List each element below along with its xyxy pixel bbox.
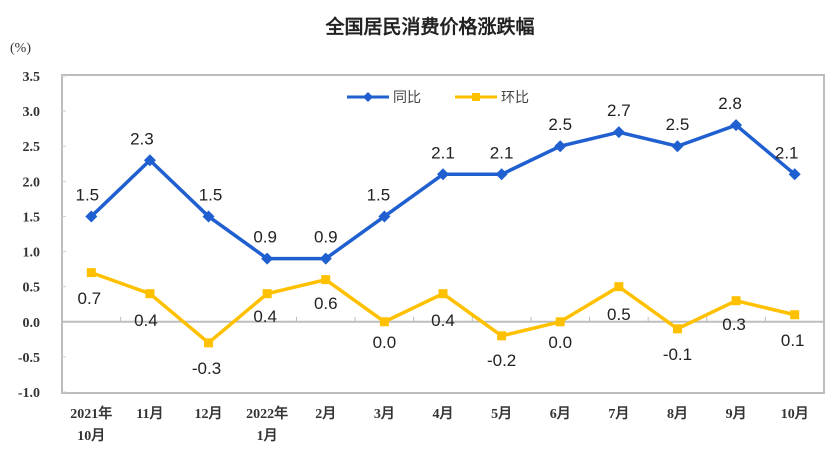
diamond-marker-icon [202, 210, 215, 223]
legend-yoy-diamond-icon [363, 92, 373, 102]
x-tick-label: 8月 [667, 406, 688, 422]
square-marker-icon [672, 324, 682, 334]
y-tick-label: 1.5 [23, 210, 41, 225]
diamond-marker-icon [554, 140, 567, 153]
square-marker-icon [438, 289, 448, 299]
diamond-marker-icon [612, 126, 625, 139]
y-tick-label: 2.5 [23, 140, 41, 155]
x-tick-label: 9月 [726, 406, 747, 422]
yoy-data-label: 1.5 [199, 185, 223, 204]
x-tick-label: 4月 [433, 406, 454, 422]
mom-data-label: -0.3 [192, 359, 221, 378]
mom-data-label: 0.7 [77, 289, 101, 308]
square-marker-icon [204, 338, 214, 348]
mom-data-label: 0.0 [373, 333, 397, 352]
x-tick-label: 10月 [77, 428, 105, 444]
legend-item-mom: 环比 [455, 90, 529, 106]
yoy-data-label: 0.9 [314, 228, 338, 247]
square-marker-icon [86, 268, 96, 278]
plot-area-frame [61, 74, 825, 394]
legend-mom-label: 环比 [501, 90, 529, 106]
diamond-marker-icon [261, 252, 274, 265]
chart-title: 全国居民消费价格涨跌幅 [324, 15, 534, 38]
x-tick-label: 5月 [491, 406, 512, 422]
legend-mom-square-icon [472, 93, 480, 101]
square-marker-icon [321, 275, 331, 285]
series-mom [86, 268, 800, 348]
legend-item-yoy: 同比 [347, 90, 421, 106]
mom-data-label: 0.3 [722, 315, 746, 334]
legend-yoy-label: 同比 [393, 90, 421, 106]
x-tick-label: 12月 [195, 406, 223, 422]
x-tick-label: 6月 [550, 406, 571, 422]
yoy-data-label: 2.5 [666, 115, 690, 134]
square-marker-icon [379, 317, 389, 327]
square-marker-icon [731, 296, 741, 306]
diamond-marker-icon [671, 140, 684, 153]
diamond-marker-icon [437, 168, 449, 181]
mom-data-label: -0.1 [663, 345, 692, 364]
y-tick-label: -0.5 [18, 351, 40, 366]
square-marker-icon [555, 317, 565, 327]
legend: 同比 环比 [347, 90, 529, 106]
y-tick-label: 1.0 [23, 246, 41, 261]
x-axis: 2021年 10月 11月 12月 2022年 1月 2月 3月 4月 5月 6月 7月 8月 9月 10月 [70, 405, 808, 444]
diamond-marker-icon [319, 252, 332, 265]
diamond-marker-icon [495, 168, 508, 181]
yoy-data-label: 2.3 [130, 129, 154, 148]
mom-data-label: 0.1 [781, 331, 805, 350]
mom-data-label: 0.4 [253, 307, 277, 326]
square-marker-icon [614, 282, 624, 292]
series-yoy [85, 119, 801, 265]
mom-data-label: 0.0 [548, 333, 572, 352]
x-tick-label: 2022年 [246, 405, 288, 422]
x-tick-label: 3月 [374, 406, 395, 422]
yoy-data-label: 2.8 [718, 94, 742, 113]
square-marker-icon [145, 289, 155, 299]
x-tick-label: 11月 [136, 406, 163, 422]
y-tick-label: 3.0 [23, 105, 41, 120]
square-marker-icon [790, 310, 800, 320]
y-axis: 3.5 3.0 2.5 2.0 1.5 1.0 0.5 0.0 -0.5 -1.0 [18, 70, 66, 401]
y-tick-label: -1.0 [18, 386, 40, 401]
x-tick-label: 2月 [315, 406, 336, 422]
yoy-data-label: 1.5 [367, 185, 391, 204]
mom-data-label: 0.4 [134, 311, 158, 330]
diamond-marker-icon [143, 154, 156, 167]
square-marker-icon [262, 289, 272, 299]
yoy-data-label: 2.1 [490, 143, 514, 162]
x-tick-label: 10月 [781, 406, 809, 422]
y-tick-label: 0.5 [23, 281, 41, 296]
x-tick-label: 2021年 [70, 405, 112, 422]
y-axis-unit-label: (%) [10, 41, 31, 56]
diamond-marker-icon [730, 119, 743, 132]
yoy-data-label: 2.1 [775, 143, 799, 162]
y-tick-label: 0.0 [23, 316, 41, 331]
yoy-data-label: 1.5 [75, 185, 99, 204]
yoy-data-label: 2.5 [548, 115, 572, 134]
yoy-data-label: 2.1 [431, 143, 455, 162]
x-tick-label: 1月 [257, 428, 278, 444]
diamond-marker-icon [788, 168, 801, 181]
data-labels: 1.5 2.3 1.5 0.9 0.9 1.5 2.1 2.1 2.5 2.7 2.5 2.8 2.1 0… [75, 94, 804, 378]
square-marker-icon [497, 331, 507, 341]
mom-data-label: 0.5 [607, 305, 631, 324]
yoy-data-label: 2.7 [607, 101, 631, 120]
diamond-marker-icon [85, 210, 98, 223]
mom-data-label: 0.6 [314, 294, 338, 313]
mom-line [90, 270, 796, 345]
yoy-data-label: 0.9 [253, 228, 277, 247]
diamond-marker-icon [378, 210, 391, 223]
y-tick-label: 3.5 [23, 70, 41, 85]
x-tick-label: 7月 [608, 406, 629, 422]
mom-data-label: 0.4 [431, 311, 455, 330]
mom-data-label: -0.2 [487, 351, 516, 370]
y-tick-label: 2.0 [23, 175, 41, 190]
